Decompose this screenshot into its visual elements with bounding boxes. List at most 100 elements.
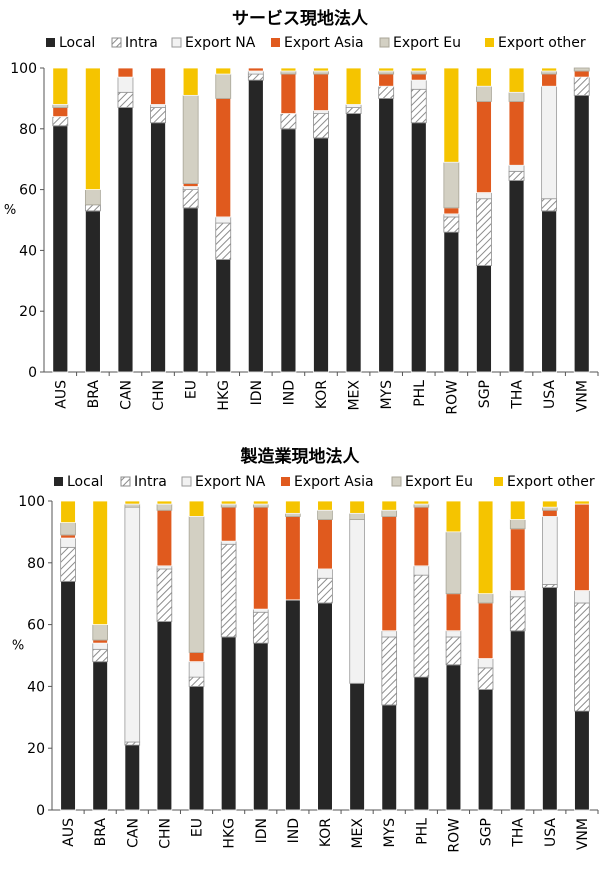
bar-segment-intra [117,91,134,108]
bar-segment-export-other [413,500,430,505]
legend-label: Export NA [185,35,256,51]
bar-group-mex [345,67,362,373]
x-tick-label: AUS [53,380,69,409]
bar-segment-intra [182,189,199,209]
bar-segment-local [542,587,558,811]
legend-label: Export Asia [294,474,374,490]
bar-segment-export-asia [443,207,460,215]
bar-segment-local [573,94,590,373]
bar-segment-export-eu [124,503,141,508]
y-tick-label: 0 [28,365,37,381]
bar-segment-local [410,122,427,373]
x-tick-label: AUS [61,818,77,847]
bar-segment-intra [542,584,558,588]
bar-segment-intra [443,216,460,233]
bar-segment-export-other [252,500,269,505]
bar-segment-export-asia [317,519,333,570]
bar-segment-intra [252,611,269,644]
bar-segment-export-eu [60,522,76,536]
bar-segment-intra [156,568,173,622]
x-tick-label: HKG [216,380,232,411]
bar-segment-intra [574,602,590,712]
bar-segment-export-asia [313,73,329,111]
bar-segment-export-na [188,661,205,678]
bar-segment-export-asia [252,506,269,610]
bar-segment-local [124,744,141,811]
bar-segment-export-other [280,67,297,72]
bar-segment-local [345,113,362,373]
x-tick-label: USA [542,380,558,409]
bar-segment-intra [317,577,333,604]
y-tick-label: 60 [27,618,45,634]
x-tick-label: MEX [350,818,366,849]
bar-segment-export-na [542,516,558,585]
legend-swatch-intra [111,37,122,48]
bar-segment-export-na [117,76,134,93]
x-tick-label: THA [511,818,527,848]
bar-segment-export-na [443,213,460,218]
bar-segment-export-na [317,568,333,579]
bar-group-ind [285,500,301,811]
bar-segment-export-eu [317,509,333,520]
bar-segment-local [188,686,205,811]
bar-group-idn [247,67,264,373]
bar-segment-export-asia [150,67,166,105]
bar-segment-export-other [541,67,558,72]
bar-segment-export-na [410,79,427,90]
legend-label: Local [67,474,103,490]
x-tick-label: MEX [347,380,363,411]
bar-segment-export-asia [188,652,205,663]
bar-segment-export-other [156,500,173,505]
bar-group-hkg [215,67,232,373]
bar-segment-export-asia [541,73,558,87]
bar-segment-intra [84,204,101,212]
bar-segment-export-other [508,67,525,93]
bar-segment-intra [509,596,526,632]
bar-segment-local [280,128,297,373]
bar-segment-local [476,265,492,373]
bar-segment-export-eu [188,516,205,653]
bar-segment-export-other [345,67,362,105]
bar-segment-export-eu [182,94,199,184]
bar-group-eu [182,67,199,373]
x-tick-label: VNM [575,818,591,850]
bar-group-usa [542,500,558,811]
bar-segment-export-na [215,216,232,224]
bar-segment-intra [413,574,430,678]
bar-segment-export-asia [280,73,297,115]
bar-segment-intra [313,113,329,139]
bar-segment-export-asia [508,101,525,166]
bar-segment-export-eu [413,503,430,508]
bar-segment-export-asia [215,98,232,218]
bar-segment-export-asia [247,67,264,72]
bar-segment-export-other [477,500,494,595]
bar-segment-export-asia [378,73,395,87]
bar-segment-export-na [60,537,76,548]
y-tick-label: 20 [19,304,37,320]
bar-segment-local [541,210,558,373]
bar-segment-export-asia [476,101,492,194]
x-tick-label: HKG [222,818,238,849]
x-tick-label: THA [510,380,526,410]
legend-swatch-local [54,477,63,486]
x-tick-label: IDN [254,818,270,843]
bar-segment-export-asia [573,70,590,78]
bar-group-can [117,67,134,373]
bar-segment-export-eu [476,85,492,102]
bar-segment-intra [150,107,166,124]
bar-segment-intra [280,113,297,130]
bar-group-eu [188,500,205,811]
bar-segment-export-eu [349,512,365,520]
bar-segment-export-na [124,506,141,743]
bar-segment-export-other [476,67,492,87]
bar-group-sgp [477,500,494,811]
x-tick-label: CHN [151,380,167,411]
bar-group-hkg [220,500,237,811]
legend-label: Local [59,35,95,51]
chart-panel-1: サービス現地法人 Local Intra Export NA Export Asia Ex… [4,8,599,415]
bar-segment-local [156,621,173,811]
y-tick-label: 40 [19,243,37,259]
y-axis-label: % [4,203,16,218]
bar-segment-export-asia [574,503,590,592]
